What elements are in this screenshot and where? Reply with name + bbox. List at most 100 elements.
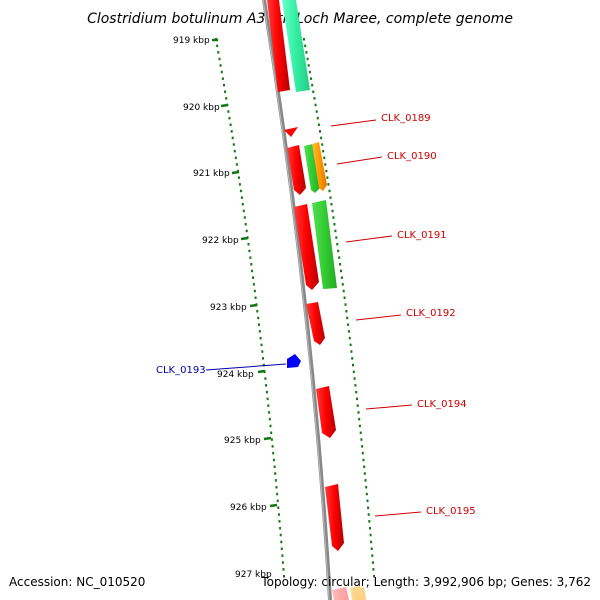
guide-dot	[267, 404, 270, 407]
ruler-label: 922 kbp	[202, 236, 239, 246]
genome-backbone-highlight	[262, 0, 330, 600]
guide-dot	[320, 136, 323, 140]
guide-dot	[261, 350, 264, 353]
ruler-label: 921 kbp	[193, 169, 230, 179]
gene-label-clk-0194: CLK_0194	[417, 399, 467, 410]
guide-dot	[245, 229, 248, 233]
guide-dot	[351, 357, 354, 360]
guide-dot	[348, 336, 351, 340]
ruler-label: 920 kbp	[183, 103, 220, 113]
guide-dot	[281, 554, 284, 557]
guide-dot	[332, 216, 335, 219]
guide-dot	[259, 336, 262, 340]
guide-dot	[327, 183, 330, 186]
guide-dot	[335, 236, 338, 239]
gene-label-clk-0193: CLK_0193	[156, 365, 206, 376]
cds-arrow	[358, 587, 366, 600]
guide-dot	[370, 547, 373, 550]
guide-dot	[365, 492, 368, 496]
leader-line	[205, 363, 287, 371]
guide-dot	[347, 330, 350, 333]
ruler-labels: 919 kbp 920 kbp 921 kbp 922 kbp 923 kbp …	[173, 36, 272, 580]
guide-dot	[366, 499, 369, 503]
guide-dot	[228, 116, 231, 120]
guide-dot	[247, 243, 250, 246]
guide-dot	[252, 276, 254, 279]
cds-arrow	[332, 587, 349, 600]
guide-dot	[258, 323, 260, 326]
ruler-tick	[231, 170, 240, 175]
guide-dot	[343, 296, 346, 299]
guide-dot	[227, 110, 230, 113]
ruler-tick	[220, 103, 229, 108]
guide-dot	[367, 506, 370, 509]
guide-dot	[322, 149, 325, 153]
guide-dot	[270, 431, 273, 434]
leader-line	[374, 511, 422, 517]
guide-dot	[325, 169, 328, 173]
guide-dot	[356, 404, 359, 407]
guide-dot	[314, 103, 317, 107]
guide-dot	[359, 431, 362, 434]
cds-arrow	[287, 354, 301, 368]
guide-dot	[241, 203, 244, 206]
outer-ring-dots	[303, 38, 375, 578]
guide-dot	[282, 568, 285, 571]
cds-features	[267, 0, 366, 600]
gene-label-clk-0189: CLK_0189	[381, 113, 431, 124]
guide-dot	[266, 397, 269, 401]
guide-dot	[269, 424, 272, 428]
guide-dot	[311, 83, 314, 87]
cds-arrow	[284, 127, 298, 137]
guide-dot	[303, 38, 305, 41]
guide-dot	[340, 269, 342, 273]
guide-dot	[279, 533, 282, 537]
guide-dot	[352, 370, 355, 374]
guide-dot	[326, 176, 329, 179]
guide-dot	[260, 343, 263, 347]
guide-dot	[334, 229, 337, 233]
guide-dot	[240, 196, 243, 199]
guide-dot	[369, 527, 371, 530]
guide-dot	[244, 223, 247, 226]
guide-dot	[230, 130, 233, 133]
cds-arrow	[304, 144, 320, 193]
guide-dot	[277, 513, 280, 516]
guide-dot	[331, 209, 334, 213]
guide-dot	[347, 323, 350, 326]
guide-dot	[243, 216, 246, 219]
cds-arrow	[294, 204, 319, 290]
guide-dot	[357, 411, 360, 414]
guide-dot	[278, 520, 281, 523]
guide-dot	[273, 465, 276, 468]
guide-dot	[229, 123, 232, 126]
ruler-label: 919 kbp	[173, 36, 210, 46]
guide-dot	[321, 143, 324, 146]
guide-dot	[323, 156, 326, 160]
guide-dot	[319, 130, 321, 133]
guide-dot	[312, 90, 315, 93]
guide-dot	[223, 83, 225, 87]
guide-dot	[333, 223, 336, 226]
guide-dot	[275, 486, 278, 489]
guide-dot	[336, 243, 339, 246]
guide-dot	[232, 143, 235, 146]
ruler-ticks	[212, 38, 278, 508]
guide-dot	[221, 77, 224, 80]
guide-dot	[340, 276, 343, 279]
guide-dot	[256, 310, 259, 313]
guide-dot	[224, 90, 227, 93]
guide-dot	[344, 303, 347, 306]
cds-arrow	[316, 386, 336, 438]
guide-dot	[272, 451, 275, 455]
guide-dot	[363, 472, 366, 475]
guide-dot	[360, 438, 363, 441]
guide-dot	[268, 411, 271, 414]
ruler-label: 927 kbp	[235, 570, 272, 580]
topology-text: Topology: circular; Length: 3,992,906 bp…	[260, 575, 591, 589]
guide-dot	[270, 438, 273, 441]
guide-dot	[362, 458, 365, 462]
leader-line	[336, 156, 383, 165]
guide-dot	[372, 568, 375, 571]
guide-dot	[235, 163, 238, 166]
